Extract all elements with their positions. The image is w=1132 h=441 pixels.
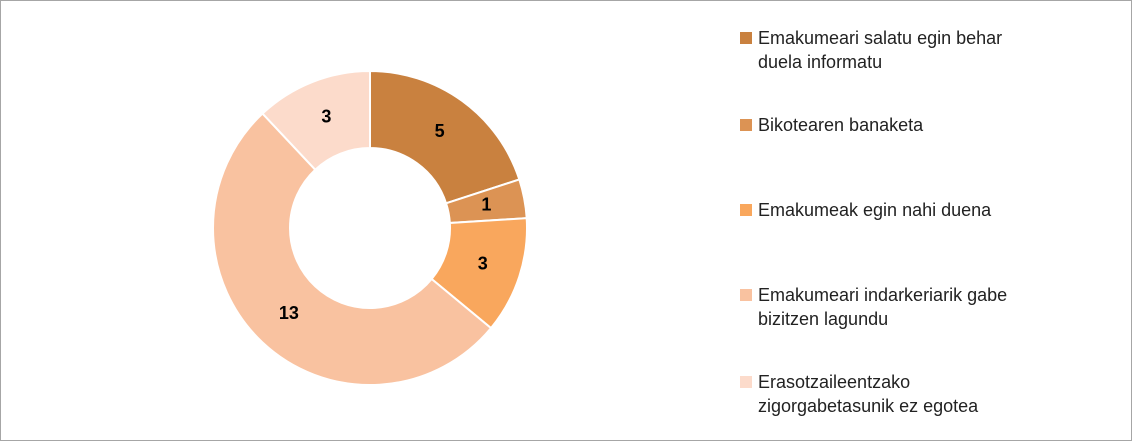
slice bbox=[261, 69, 371, 172]
legend-item: Emakumeari salatu egin behar duela infor… bbox=[740, 26, 1020, 74]
slice bbox=[212, 112, 493, 386]
legend-item: Emakumeak egin nahi duena bbox=[740, 198, 1020, 222]
legend-item: Erasotzaileentzako zigorgabetasunik ez e… bbox=[740, 370, 1020, 418]
legend-swatch bbox=[740, 32, 752, 44]
slice bbox=[369, 69, 521, 205]
legend-swatch bbox=[740, 376, 752, 388]
legend-label: Bikotearen banaketa bbox=[758, 115, 924, 135]
legend-swatch bbox=[740, 289, 752, 301]
data-label: 5 bbox=[435, 121, 445, 141]
data-label: 13 bbox=[279, 303, 299, 323]
legend-label: Emakumeari indarkeriarik gabe bizitzen l… bbox=[758, 285, 1008, 329]
legend-label: Emakumeari salatu egin behar duela infor… bbox=[758, 28, 1003, 72]
legend-swatch bbox=[740, 119, 752, 131]
legend-item: Bikotearen banaketa bbox=[740, 113, 1020, 137]
data-label: 1 bbox=[481, 195, 491, 215]
legend-item: Emakumeari indarkeriarik gabe bizitzen l… bbox=[740, 283, 1020, 331]
data-label: 3 bbox=[321, 107, 331, 127]
legend-label: Emakumeak egin nahi duena bbox=[758, 200, 992, 220]
legend-label: Erasotzaileentzako zigorgabetasunik ez e… bbox=[758, 372, 979, 416]
data-label: 3 bbox=[478, 253, 488, 273]
legend-swatch bbox=[740, 204, 752, 216]
